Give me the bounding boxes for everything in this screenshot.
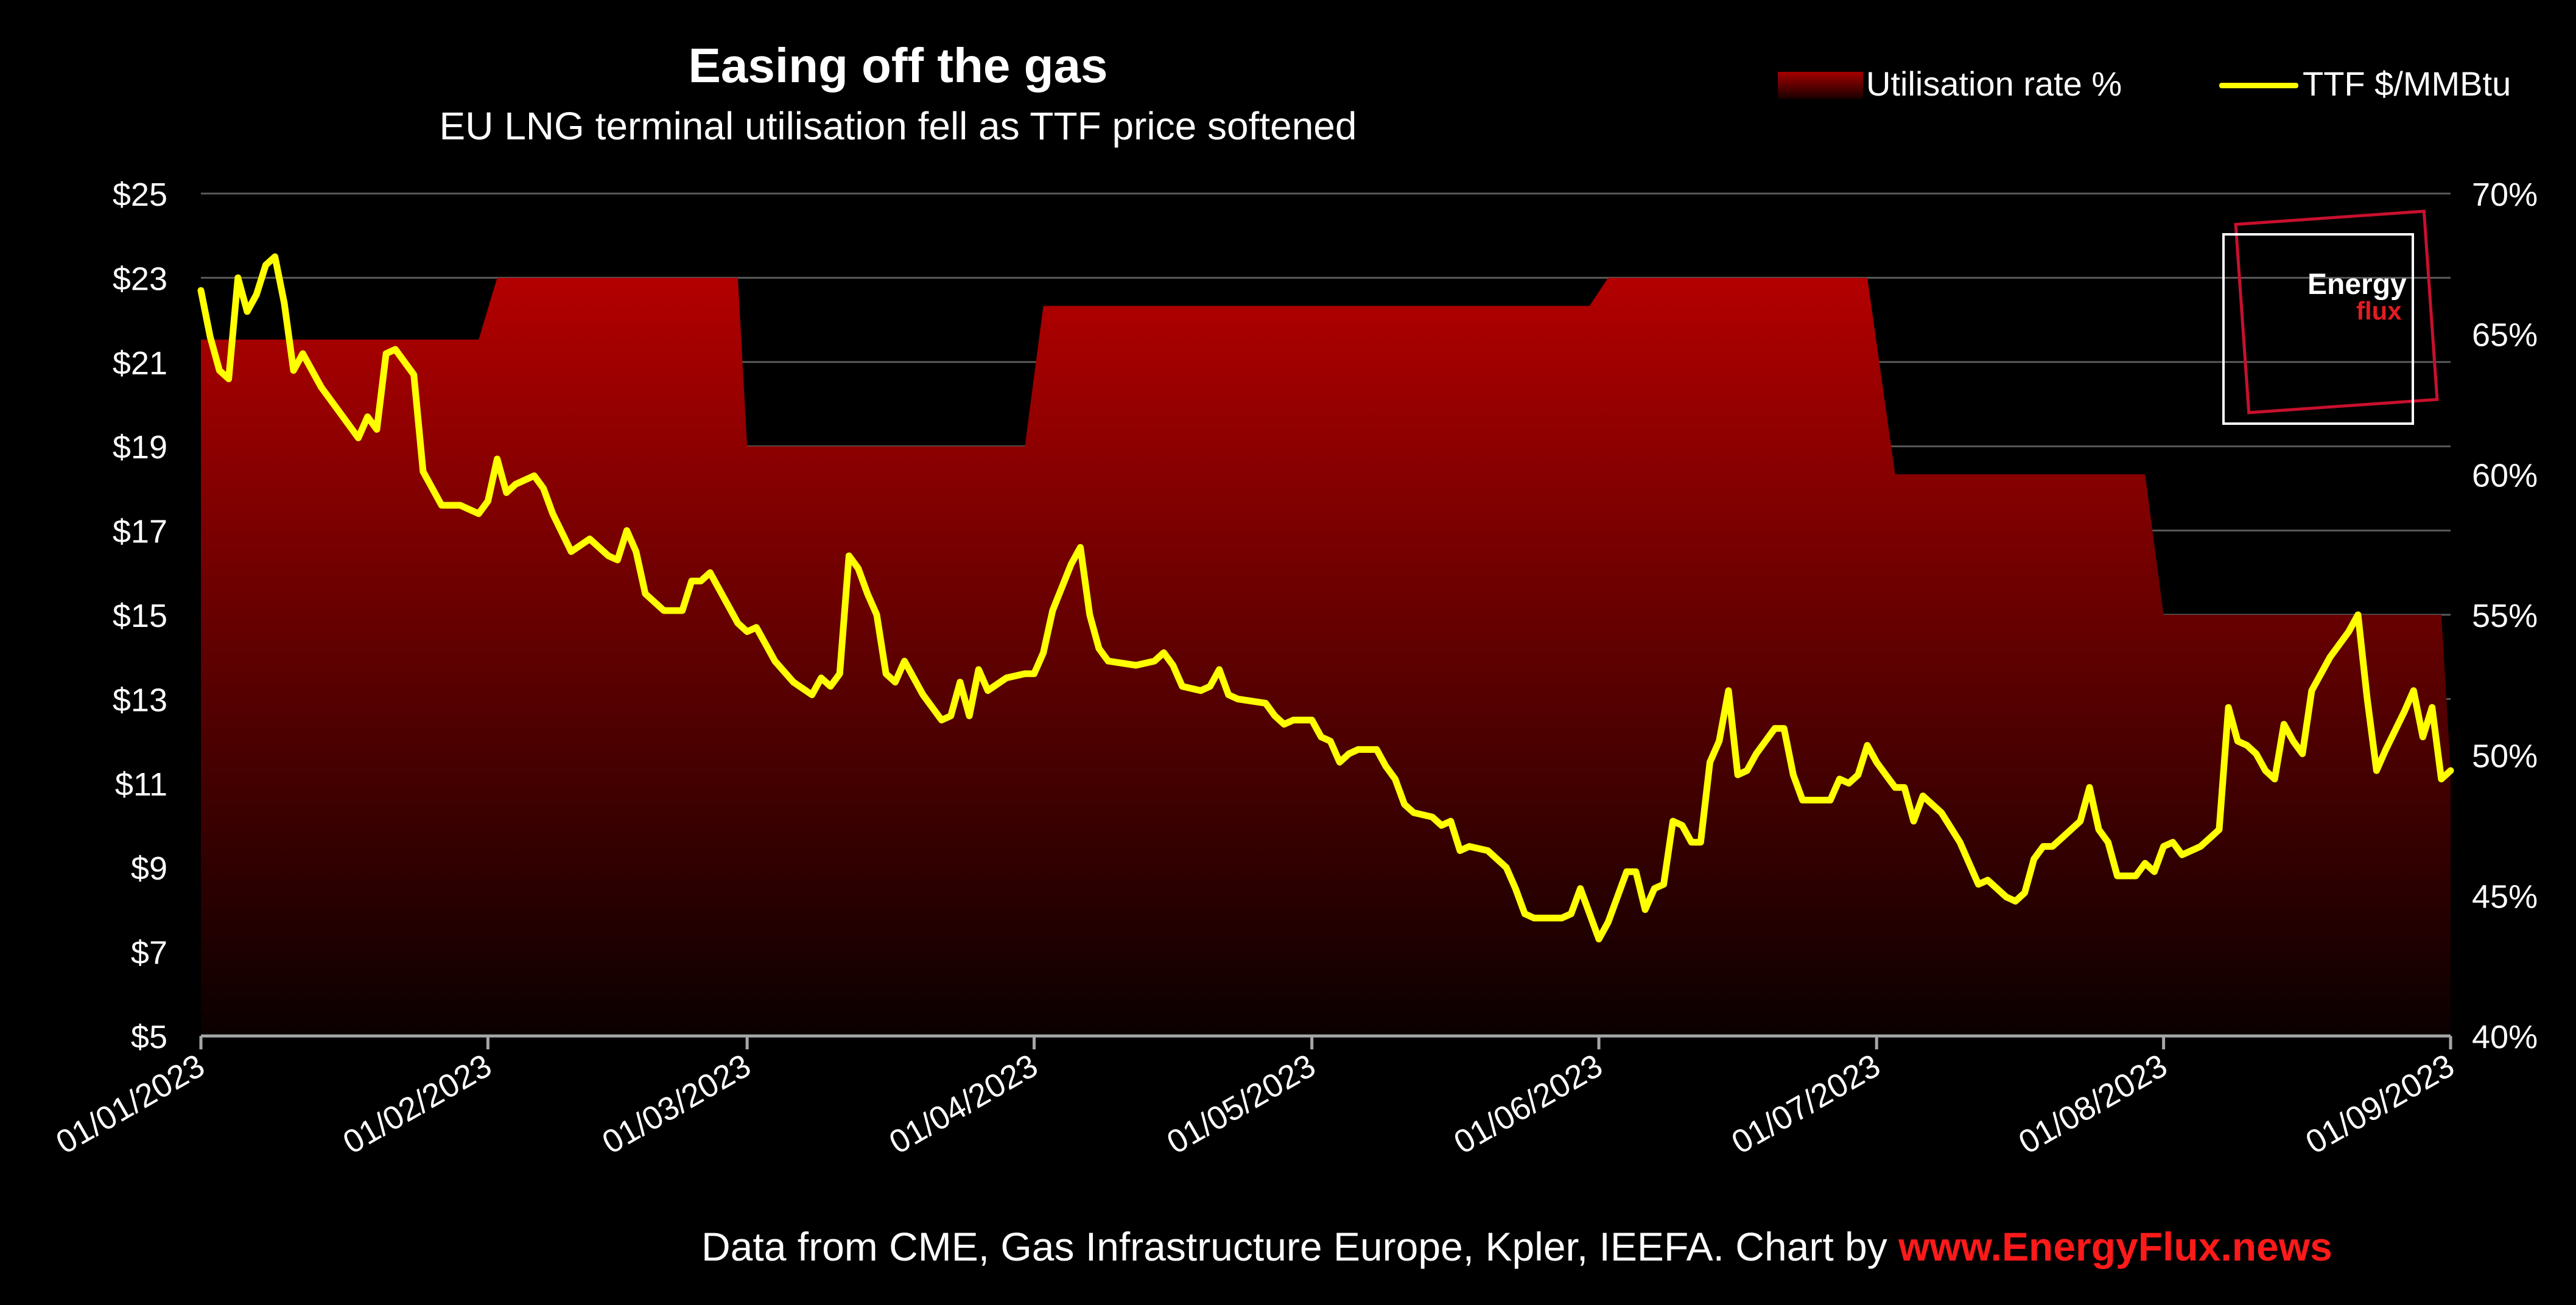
x-axis-tick-label: 01/06/2023: [1448, 1047, 1609, 1161]
left-axis-tick-label: $23: [113, 261, 167, 297]
x-axis-tick-label: 01/02/2023: [337, 1047, 497, 1161]
source-note: Data from CME, Gas Infrastructure Europe…: [701, 1223, 2332, 1270]
left-axis-tick-label: $11: [115, 766, 167, 803]
right-axis-tick-label: 45%: [2472, 878, 2538, 915]
right-axis-tick-labels: 40% 45% 50% 55% 60% 65% 70%: [2472, 177, 2538, 1055]
right-axis-tick-label: 55%: [2472, 598, 2538, 634]
left-axis-tick-label: $15: [113, 598, 167, 634]
source-link[interactable]: www.EnergyFlux.news: [1898, 1224, 2332, 1269]
right-axis-tick-label: 40%: [2472, 1019, 2538, 1055]
x-axis-tick-label: 01/04/2023: [883, 1047, 1044, 1161]
legend-utilisation-swatch: [1778, 72, 1863, 99]
x-axis-tick-label: 01/05/2023: [1161, 1047, 1322, 1161]
source-text: Data from CME, Gas Infrastructure Europe…: [701, 1224, 1899, 1269]
x-axis-tick-label: 01/01/2023: [50, 1047, 211, 1161]
legend-ttf-label: TTF $/MMBtu: [2303, 65, 2511, 103]
ttf-price-line-layer: [197, 253, 2454, 943]
right-axis-tick-label: 50%: [2472, 738, 2538, 775]
x-axis-tick-labels: 01/01/2023 01/02/2023 01/03/2023 01/04/2023…: [50, 1047, 2460, 1161]
right-axis-tick-label: 60%: [2472, 457, 2538, 494]
chart-subtitle: EU LNG terminal utilisation fell as TTF …: [439, 104, 1357, 148]
logo-text-flux: flux: [2356, 296, 2402, 325]
left-axis-tick-label: $25: [113, 177, 167, 213]
right-axis-tick-label: 70%: [2472, 177, 2538, 213]
left-axis-tick-label: $19: [113, 429, 167, 466]
right-axis-tick-label: 65%: [2472, 317, 2538, 354]
axes: [199, 1034, 2452, 1049]
x-axis-tick-label: 01/09/2023: [2300, 1047, 2460, 1161]
utilisation-area-layer: [201, 278, 2451, 1036]
legend-utilisation-label: Utilisation rate %: [1866, 65, 2122, 103]
x-axis-tick-label: 01/03/2023: [596, 1047, 757, 1161]
ttf-price-line: [197, 253, 2454, 943]
chart-title: Easing off the gas: [688, 38, 1108, 93]
x-axis-tick-label: 01/07/2023: [1725, 1047, 1886, 1161]
utilisation-area: [201, 278, 2451, 1036]
x-axis-tick-label: 01/08/2023: [2013, 1047, 2174, 1161]
logo-text-energy: Energy: [2308, 268, 2407, 301]
left-axis-tick-labels: $5 $7 $9 $11 $13 $15 $17 $19 $21 $23 $25: [113, 177, 167, 1055]
left-axis-tick-label: $21: [113, 345, 167, 382]
energyflux-logo-frame: [2222, 233, 2414, 425]
left-axis-tick-label: $9: [131, 850, 167, 887]
legend-ttf-swatch: [2219, 83, 2298, 88]
left-axis-tick-label: $13: [113, 682, 167, 718]
left-axis-tick-label: $17: [113, 514, 167, 550]
left-axis-tick-label: $7: [131, 935, 167, 971]
left-axis-tick-label: $5: [131, 1019, 167, 1055]
